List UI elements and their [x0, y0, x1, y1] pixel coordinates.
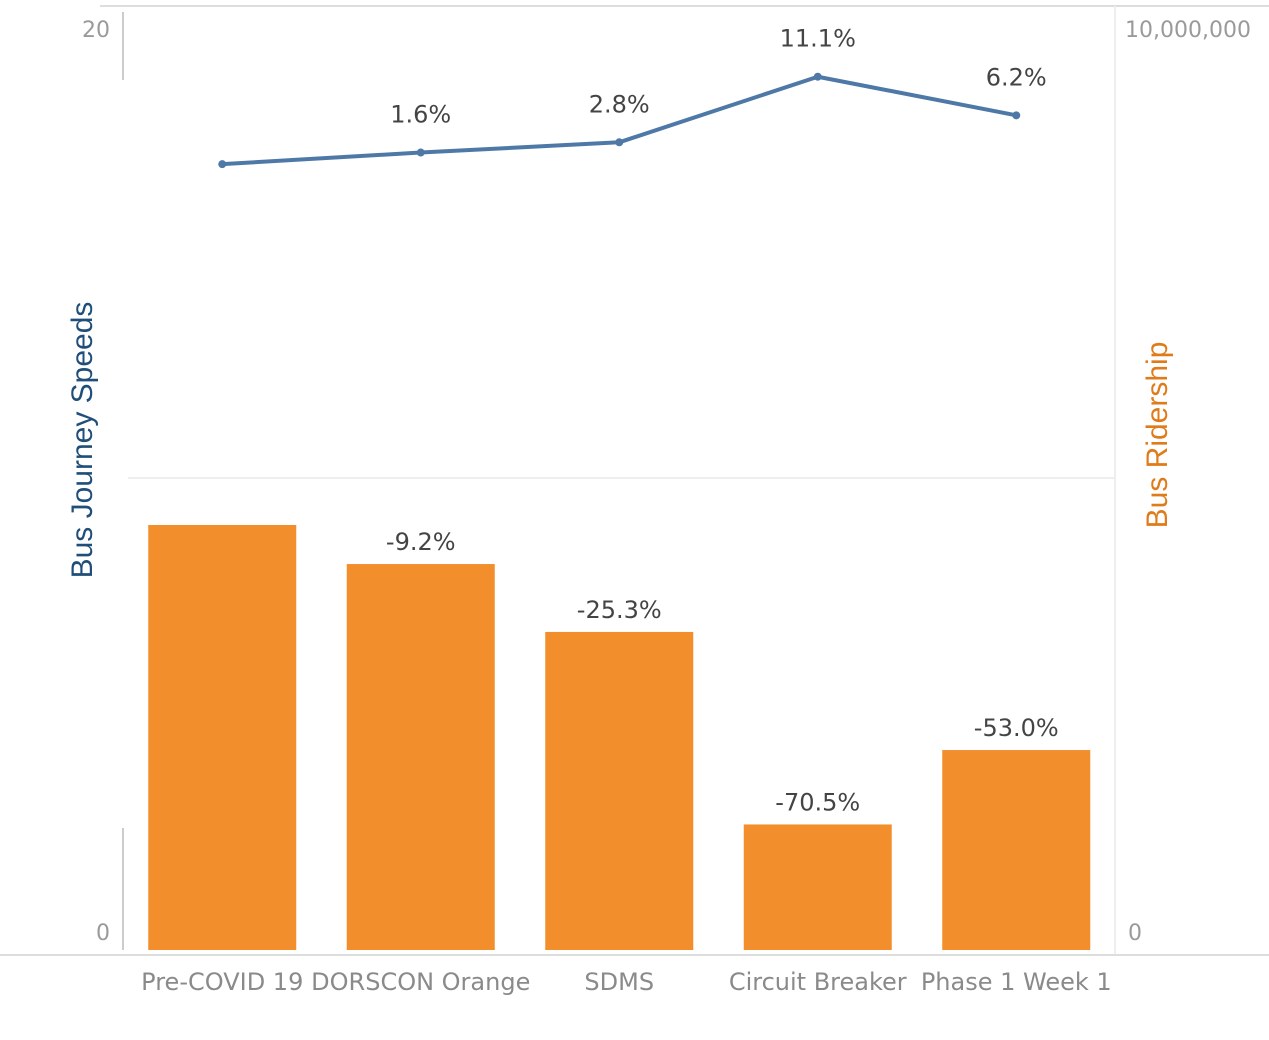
speed-data-label: 1.6% — [390, 101, 451, 129]
category-label: Circuit Breaker — [729, 968, 907, 996]
ridership-bar — [545, 631, 694, 950]
left-tick-top: 20 — [82, 18, 110, 43]
speed-point — [1012, 111, 1021, 120]
ridership-data-label: -25.3% — [577, 596, 662, 624]
category-labels: Pre-COVID 19 DORSCON Orange SDMS Circuit Br… — [141, 968, 1112, 996]
ridership-bar — [346, 564, 495, 950]
right-axis-title: Bus Ridership — [1141, 342, 1174, 529]
ridership-data-label: -9.2% — [386, 528, 456, 556]
category-label: Phase 1 Week 1 — [921, 968, 1112, 996]
speed-point — [416, 148, 425, 157]
left-tick-bottom: 0 — [96, 921, 110, 946]
left-axis-title: Bus Journey Speeds — [66, 302, 99, 579]
bars-layer: -9.2% -25.3% -70.5% -53.0% — [148, 524, 1091, 950]
ridership-data-label: -70.5% — [775, 788, 860, 816]
speed-point — [218, 160, 227, 169]
right-tick-top: 10,000,000 — [1125, 18, 1251, 43]
line-layer: 1.6% 2.8% 11.1% 6.2% — [218, 25, 1047, 169]
ridership-data-label: -53.0% — [974, 714, 1059, 742]
right-tick-bottom: 0 — [1128, 921, 1142, 946]
speed-data-label: 2.8% — [589, 90, 650, 118]
speed-data-label: 11.1% — [780, 25, 856, 53]
speed-data-label: 6.2% — [986, 63, 1047, 91]
speed-point — [615, 138, 624, 147]
category-label: SDMS — [584, 968, 654, 996]
category-label: Pre-COVID 19 — [141, 968, 303, 996]
category-label: DORSCON Orange — [311, 968, 530, 996]
ridership-bar — [743, 824, 892, 950]
ridership-bar — [148, 524, 297, 950]
speed-point — [813, 72, 822, 81]
ridership-bar — [942, 750, 1091, 950]
